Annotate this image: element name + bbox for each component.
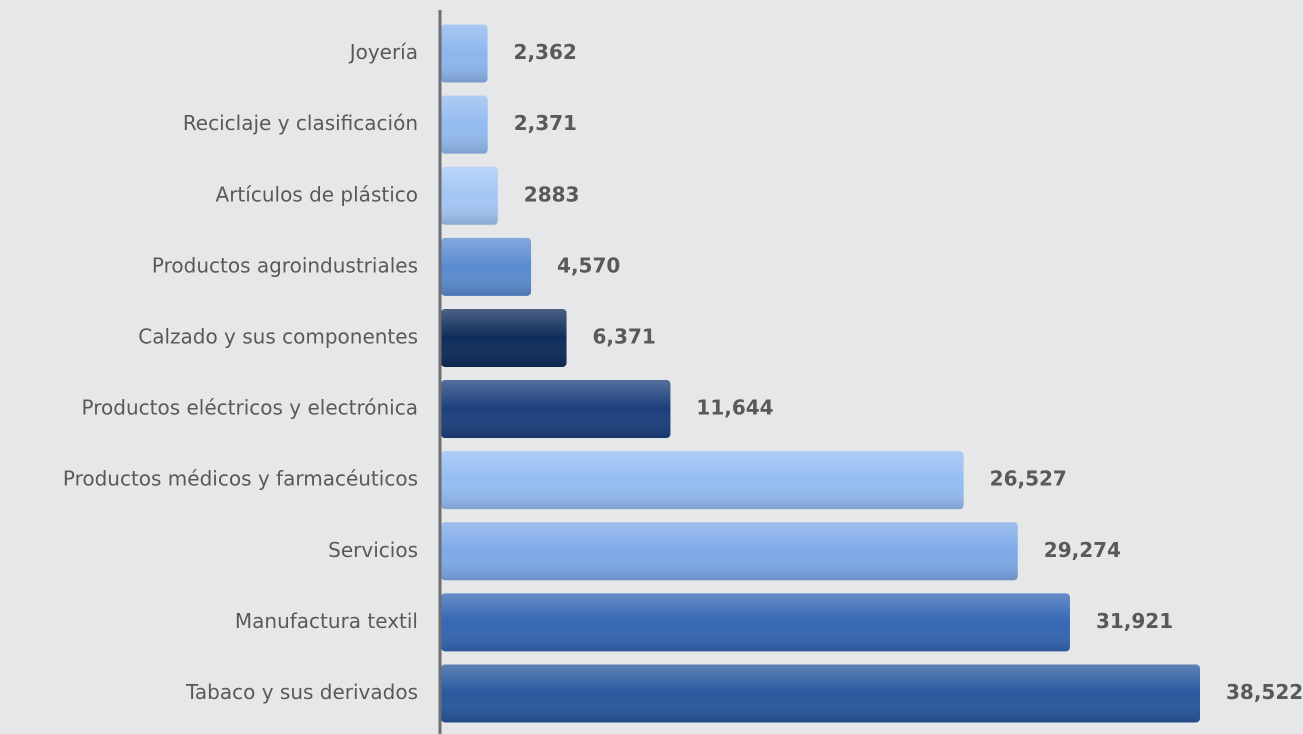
- bar-shade: [441, 522, 1018, 581]
- category-label: Productos agroindustriales: [152, 253, 418, 277]
- category-label: Tabaco y sus derivados: [185, 680, 418, 704]
- bar-shade: [441, 166, 498, 225]
- value-label: 38,522: [1226, 680, 1303, 704]
- value-label: 31,921: [1096, 609, 1173, 633]
- category-label: Productos eléctricos y electrónica: [82, 396, 418, 420]
- bar-shade: [441, 95, 488, 154]
- category-label: Servicios: [328, 538, 418, 562]
- bar-shade: [441, 593, 1070, 652]
- value-label: 6,371: [593, 324, 656, 348]
- category-label: Artículos de plástico: [216, 182, 418, 206]
- value-label: 29,274: [1044, 538, 1121, 562]
- category-label: Productos médicos y farmacéuticos: [63, 467, 418, 491]
- bar-shade: [441, 308, 567, 367]
- category-label: Joyería: [348, 40, 418, 64]
- category-label: Reciclaje y clasificación: [183, 111, 418, 135]
- bar-shade: [441, 24, 488, 83]
- value-label: 26,527: [990, 467, 1067, 491]
- category-label: Manufactura textil: [235, 609, 418, 633]
- bar-shade: [441, 664, 1200, 723]
- value-label: 2,371: [514, 111, 577, 135]
- value-label: 2,362: [514, 40, 577, 64]
- bar-shade: [441, 451, 964, 510]
- value-label: 2883: [524, 182, 580, 206]
- bar-shade: [441, 380, 671, 439]
- value-label: 11,644: [696, 396, 773, 420]
- value-label: 4,570: [557, 253, 620, 277]
- bar-shade: [441, 237, 532, 296]
- category-label: Calzado y sus componentes: [138, 324, 418, 348]
